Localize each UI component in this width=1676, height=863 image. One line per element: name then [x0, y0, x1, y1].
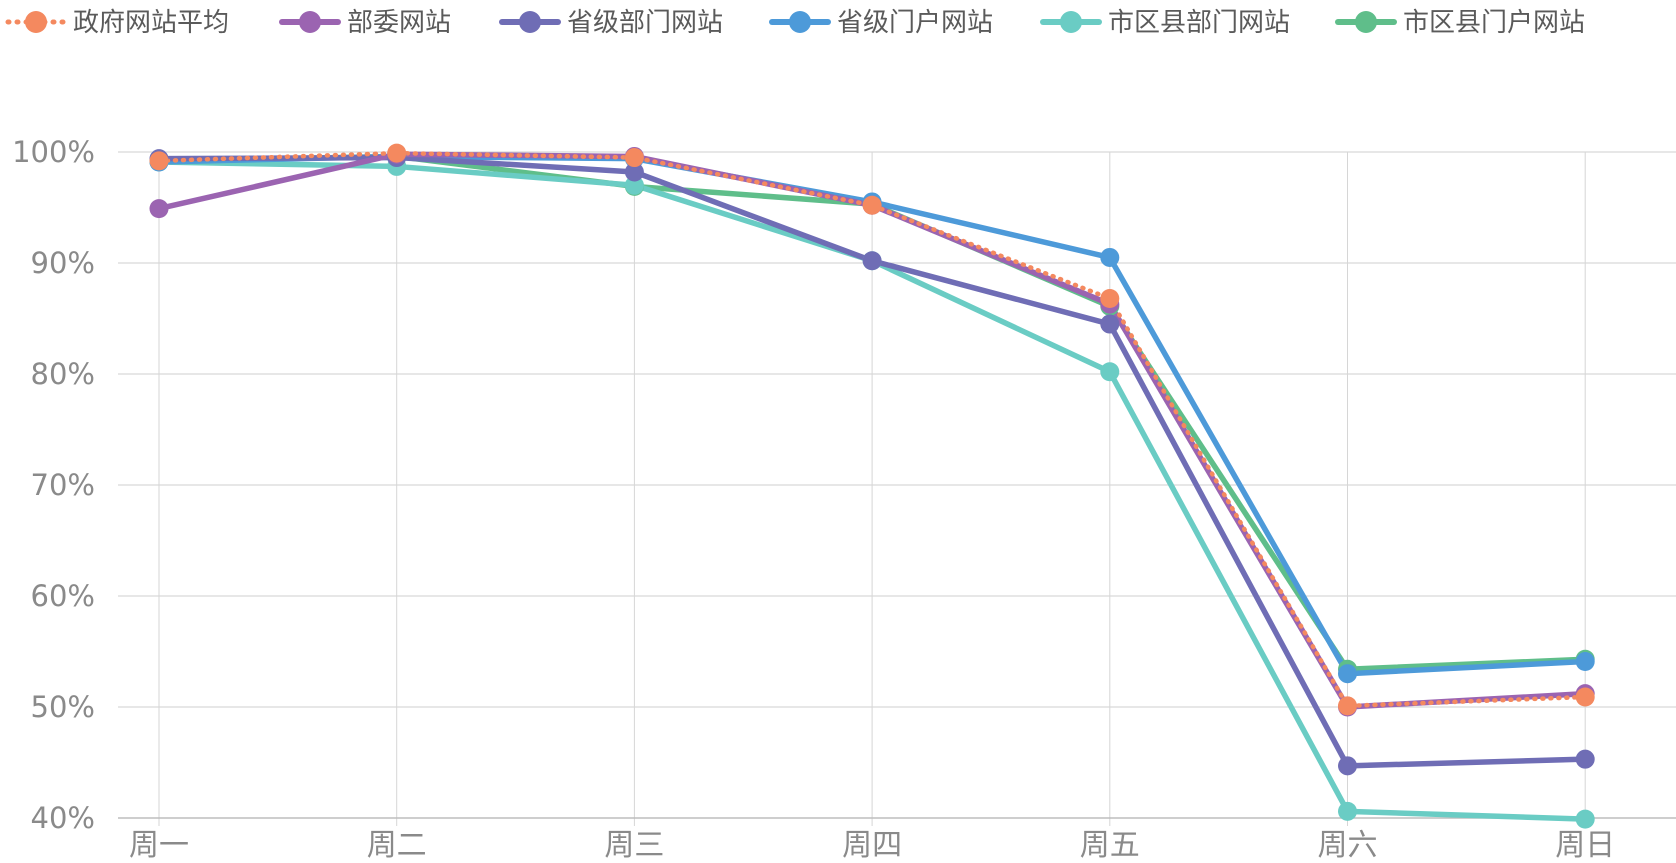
- data-point-s4-2: [624, 175, 644, 195]
- x-tick-label: 周六: [1318, 828, 1378, 859]
- legend-marker: [1060, 11, 1082, 33]
- legend-label: 政府网站平均: [73, 8, 229, 38]
- legend-marker: [519, 11, 541, 33]
- legend-item-1[interactable]: 部委网站: [279, 8, 451, 38]
- data-point-s1-0: [149, 199, 169, 219]
- data-point-s3-6: [1575, 651, 1595, 671]
- y-tick-label: 90%: [31, 246, 95, 280]
- data-point-s0-3: [862, 195, 882, 215]
- legend-item-3[interactable]: 省级门户网站: [769, 8, 993, 38]
- data-point-s3-5: [1338, 664, 1357, 684]
- data-point-s2-6: [1575, 749, 1595, 769]
- legend-label: 部委网站: [347, 8, 451, 38]
- y-tick-label: 70%: [31, 468, 95, 502]
- legend-item-2[interactable]: 省级部门网站: [499, 8, 723, 38]
- data-point-s0-2: [624, 148, 644, 168]
- legend-marker: [789, 11, 811, 33]
- legend-label: 省级部门网站: [567, 8, 723, 38]
- y-tick-label: 60%: [31, 579, 95, 613]
- data-point-s4-5: [1338, 801, 1357, 821]
- y-tick-label: 100%: [12, 135, 95, 169]
- data-point-s3-4: [1100, 247, 1120, 267]
- series-points: [149, 143, 1595, 829]
- data-point-s0-4: [1100, 289, 1120, 309]
- y-tick-label: 50%: [31, 690, 95, 724]
- data-point-s0-1: [387, 143, 407, 163]
- data-point-s0-0: [149, 151, 169, 171]
- x-tick-label: 周日: [1555, 828, 1615, 859]
- data-point-s0-6: [1575, 687, 1595, 707]
- x-tick-label: 周三: [604, 828, 664, 859]
- data-point-s2-4: [1100, 314, 1120, 334]
- legend-label: 市区县门户网站: [1403, 8, 1585, 38]
- x-axis: 周一 周二 周三 周四 周五 周六 周日: [118, 817, 1676, 863]
- legend-item-0[interactable]: 政府网站平均: [5, 8, 229, 38]
- x-tick-label: 周一: [129, 828, 189, 859]
- data-point-s4-4: [1100, 362, 1120, 382]
- legend-item-5[interactable]: 市区县门户网站: [1335, 8, 1585, 38]
- data-point-s2-3: [862, 251, 882, 271]
- legend-marker: [299, 11, 321, 33]
- legend-marker: [1355, 11, 1377, 33]
- gridlines: [118, 151, 1676, 826]
- x-tick-label: 周四: [842, 828, 902, 859]
- data-point-s4-6: [1575, 809, 1595, 829]
- legend: 政府网站平均 部委网站 省级部门网站 省级门户网站 市区县部门网站 市区县门户网站: [5, 8, 1585, 38]
- legend-marker: [25, 11, 47, 33]
- x-tick-label: 周五: [1080, 828, 1140, 859]
- legend-label: 市区县部门网站: [1108, 8, 1290, 38]
- y-tick-label: 40%: [31, 801, 95, 835]
- data-point-s2-5: [1338, 756, 1357, 776]
- data-point-s0-5: [1338, 696, 1357, 716]
- y-axis: 40% 50% 60% 70% 80% 90% 100%: [12, 135, 95, 835]
- data-point-s2-2: [624, 162, 644, 182]
- y-tick-label: 80%: [31, 357, 95, 391]
- legend-label: 省级门户网站: [837, 8, 993, 38]
- x-tick-label: 周二: [367, 828, 427, 859]
- legend-item-4[interactable]: 市区县部门网站: [1040, 8, 1290, 38]
